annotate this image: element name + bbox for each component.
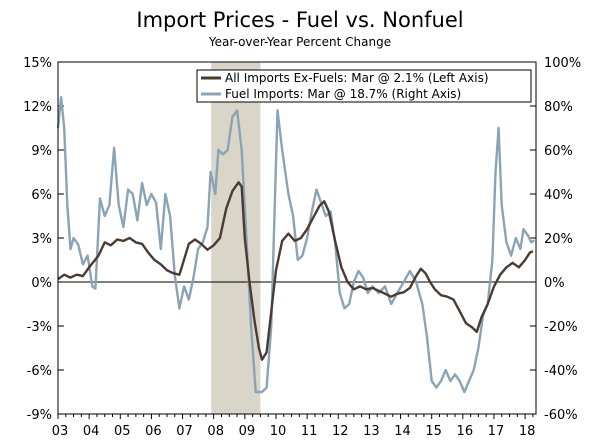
left-tick-label: -3% [27,320,52,335]
x-tick-label: 17 [488,424,505,439]
left-tick-label: -6% [27,364,52,379]
left-tick-label: 9% [31,144,52,159]
legend-box [196,69,532,103]
right-tick-label: 20% [544,232,573,247]
right-tick-label: -60% [544,408,578,423]
left-tick-label: 0% [31,276,52,291]
right-tick-label: 80% [544,100,573,115]
right-tick-label: 60% [544,144,573,159]
x-tick-label: 18 [519,424,536,439]
left-axis: 15% 12% 9% 6% 3% 0% -3% -6% -9% [23,56,64,423]
x-tick-label: 04 [83,424,100,439]
x-tick-label: 13 [363,424,380,439]
right-axis: 100% 80% 60% 40% 20% 0% -20% -40% -60% [530,56,581,423]
x-tick-label: 12 [332,424,349,439]
x-tick-label: 11 [301,424,318,439]
chart-title: Import Prices - Fuel vs. Nonfuel [136,8,463,32]
x-tick-label: 03 [52,424,69,439]
left-tick-label: 6% [31,188,52,203]
x-tick-label: 05 [114,424,131,439]
series-layer [56,96,536,394]
right-tick-label: -20% [544,320,578,335]
right-tick-label: -40% [544,364,578,379]
left-tick-label: -9% [27,408,52,423]
x-axis: 03 04 05 06 07 08 09 10 11 12 13 14 15 16 17 18 [52,414,536,439]
right-tick-label: 100% [544,56,581,71]
legend-label-nonfuel: All Imports Ex-Fuels: Mar @ 2.1% (Left A… [225,71,489,85]
left-tick-label: 15% [23,56,52,71]
x-tick-label: 14 [394,424,411,439]
x-tick-label: 09 [239,424,256,439]
legend-label-fuel: Fuel Imports: Mar @ 18.7% (Right Axis) [225,87,461,101]
right-tick-label: 40% [544,188,573,203]
x-tick-label: 06 [145,424,162,439]
left-tick-label: 3% [31,232,52,247]
series-line-fuel [56,96,536,394]
plot-frame [57,61,537,415]
x-tick-label: 16 [457,424,474,439]
right-tick-label: 0% [544,276,565,291]
x-tick-label: 08 [207,424,224,439]
x-tick-label: 07 [176,424,193,439]
series-line-nonfuel [57,181,534,361]
left-tick-label: 12% [23,100,52,115]
x-tick-label: 10 [270,424,287,439]
chart-subtitle: Year-over-Year Percent Change [208,35,391,49]
legend: All Imports Ex-Fuels: Mar @ 2.1% (Left A… [196,69,532,103]
x-tick-label: 15 [425,424,442,439]
